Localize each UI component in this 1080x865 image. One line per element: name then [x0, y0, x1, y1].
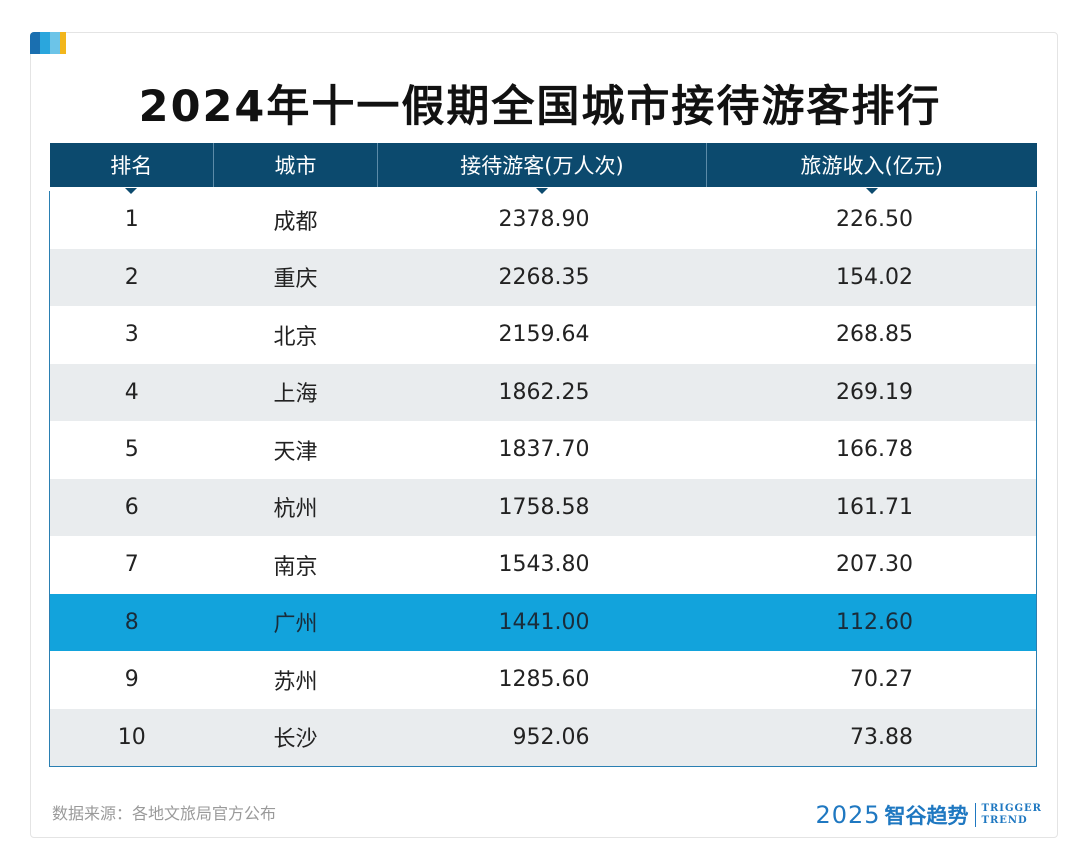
income-cell: 269.19 — [706, 363, 1037, 421]
income-cell: 112.60 — [706, 593, 1037, 651]
rank-cell: 1 — [124, 207, 139, 233]
income-cell: 268.85 — [836, 322, 913, 348]
visitors-cell: 1837.70 — [498, 437, 590, 463]
table-row: 9 苏州 1285.60 70.27 — [50, 651, 1037, 709]
brand-year: 2025 — [815, 801, 881, 829]
accent-block-dark-blue — [30, 32, 40, 54]
rank-cell: 7 — [124, 552, 139, 578]
visitors-cell: 1543.80 — [498, 552, 590, 578]
city-cell: 天津 — [273, 439, 318, 465]
city-cell: 上海 — [213, 363, 378, 421]
table-row: 3 北京 2159.64 268.85 — [50, 306, 1037, 364]
table-row: 8 广州 1441.00 112.60 — [49, 593, 1037, 651]
visitors-cell: 1758.58 — [377, 478, 707, 536]
brand-logo: 2025 智谷趋势 TRIGGER TREND — [815, 800, 1042, 830]
visitors-cell: 2159.64 — [498, 322, 590, 348]
header-rank: 排名 — [49, 143, 214, 194]
income-cell: 70.27 — [850, 667, 913, 693]
table-row: 6 杭州 1758.58 161.71 — [49, 478, 1037, 536]
income-cell: 166.78 — [836, 437, 913, 463]
rank-cell: 2 — [49, 248, 214, 306]
rank-cell: 10 — [49, 708, 214, 767]
visitors-cell: 952.06 — [377, 708, 707, 767]
table-row: 5 天津 1837.70 166.78 — [50, 421, 1037, 479]
header-income: 旅游收入(亿元) — [706, 143, 1037, 194]
table-row: 10 长沙 952.06 73.88 — [49, 708, 1037, 767]
visitors-cell: 2268.35 — [377, 248, 707, 306]
city-cell: 成都 — [273, 209, 318, 235]
income-cell: 154.02 — [706, 248, 1037, 306]
income-cell: 161.71 — [706, 478, 1037, 536]
brand-english-line-2: TREND — [981, 815, 1028, 826]
table-header-row: 排名 城市 接待游客(万人次) 旅游收入(亿元) — [49, 143, 1037, 194]
rank-cell: 8 — [49, 593, 214, 651]
visitors-cell: 1862.25 — [377, 363, 707, 421]
data-source-note: 数据来源：各地文旅局官方公布 — [52, 804, 277, 823]
table-row: 2 重庆 2268.35 154.02 — [49, 248, 1037, 306]
visitors-cell: 1285.60 — [498, 667, 590, 693]
income-cell: 226.50 — [836, 207, 913, 233]
city-cell: 苏州 — [273, 669, 318, 695]
city-cell: 杭州 — [213, 478, 378, 536]
rank-cell: 3 — [124, 322, 139, 348]
city-cell: 长沙 — [213, 708, 378, 767]
header-pointer-icon — [125, 188, 138, 194]
header-pointer-icon — [536, 188, 548, 194]
income-cell: 207.30 — [836, 552, 913, 578]
ranking-table: 排名 城市 接待游客(万人次) 旅游收入(亿元) 1 成都 2378.90 226.5… — [49, 143, 1037, 767]
visitors-cell: 2378.90 — [498, 207, 590, 233]
accent-block-yellow — [60, 32, 66, 54]
brand-english: TRIGGER TREND — [982, 803, 1042, 827]
accent-block-light-blue — [50, 32, 60, 54]
income-cell: 73.88 — [706, 708, 1037, 767]
accent-block-blue — [40, 32, 50, 54]
header-city: 城市 — [213, 143, 378, 191]
city-cell: 广州 — [213, 593, 378, 651]
city-cell: 重庆 — [213, 248, 378, 306]
brand-english-line-1: TRIGGER — [981, 803, 1042, 814]
rank-cell: 9 — [124, 667, 139, 693]
header-pointer-icon — [865, 188, 878, 194]
header-visitors: 接待游客(万人次) — [377, 143, 707, 194]
brand-name: 智谷趋势 — [884, 803, 969, 828]
city-cell: 北京 — [273, 324, 318, 350]
brand-divider — [974, 803, 976, 827]
table-row: 4 上海 1862.25 269.19 — [49, 363, 1037, 421]
page-title: 2024年十一假期全国城市接待游客排行 — [138, 82, 942, 132]
corner-accent — [30, 32, 66, 54]
visitors-cell: 1441.00 — [377, 593, 707, 651]
table-row: 1 成都 2378.90 226.50 — [50, 189, 1037, 249]
rank-cell: 4 — [49, 363, 214, 421]
table-row: 7 南京 1543.80 207.30 — [50, 536, 1037, 594]
city-cell: 南京 — [273, 554, 318, 580]
rank-cell: 5 — [124, 437, 139, 463]
rank-cell: 6 — [49, 478, 214, 536]
